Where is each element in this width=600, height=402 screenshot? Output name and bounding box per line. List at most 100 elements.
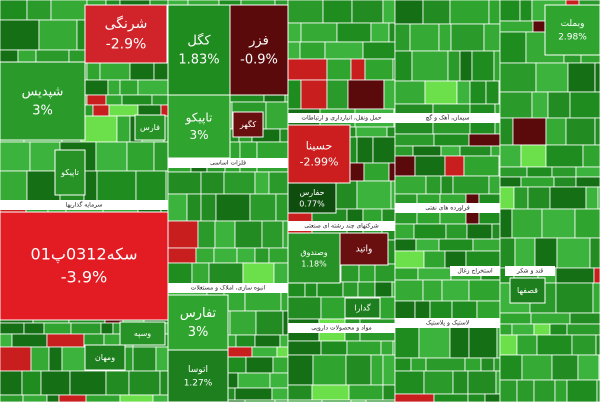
cell [0, 370, 23, 396]
cell [358, 263, 376, 283]
cell [287, 58, 328, 81]
cell [0, 141, 31, 172]
cell [167, 193, 188, 222]
cell [391, 281, 396, 298]
tile[interactable] [544, 4, 600, 56]
cell [466, 223, 493, 240]
cell [445, 223, 468, 240]
tile[interactable] [0, 211, 169, 321]
cell [545, 117, 567, 146]
cell [394, 0, 424, 25]
cell [275, 193, 289, 222]
cell [394, 175, 427, 195]
cell [167, 171, 202, 195]
sector-title: قند و شکر [516, 268, 543, 275]
cell [531, 91, 549, 119]
cell [516, 379, 535, 402]
cell [320, 340, 348, 356]
cell [255, 310, 284, 336]
tile[interactable] [119, 321, 166, 346]
cell [499, 20, 534, 33]
tile[interactable] [167, 4, 231, 96]
tile-name: تفارس [180, 306, 217, 321]
tile[interactable] [54, 149, 86, 196]
tile-change: -3.9% [61, 268, 107, 287]
cell [223, 171, 256, 195]
tile[interactable] [134, 114, 166, 141]
cell [362, 41, 396, 60]
cell [272, 356, 289, 374]
cell [342, 281, 359, 298]
cell [372, 136, 396, 164]
cell [549, 323, 568, 336]
cell [566, 379, 598, 402]
cell [23, 322, 45, 335]
cell [438, 23, 452, 52]
cell [195, 247, 215, 264]
cell [441, 279, 470, 302]
cell [121, 94, 153, 106]
cell [43, 322, 72, 335]
cell [356, 136, 374, 164]
cell [279, 128, 289, 143]
cell [520, 144, 547, 168]
tile[interactable] [344, 297, 381, 319]
cell [463, 155, 500, 177]
cell [100, 322, 114, 335]
tile[interactable] [287, 182, 337, 214]
tile[interactable] [509, 277, 546, 304]
cell [340, 263, 360, 283]
tile-name: وصندوق [300, 248, 327, 257]
tile[interactable] [232, 111, 264, 138]
cell [566, 323, 600, 336]
cell [555, 282, 594, 314]
cell [516, 334, 538, 356]
cell [96, 170, 137, 203]
tile[interactable] [167, 349, 229, 402]
cell [382, 384, 396, 401]
cell [254, 247, 270, 264]
tile-name: فزر [248, 33, 269, 48]
tile-change: -0.9% [240, 52, 278, 67]
cell [449, 326, 470, 359]
cell [0, 322, 25, 335]
tile-change: 1.27% [184, 378, 213, 388]
tile-name: وبملت [561, 19, 585, 29]
cell [485, 80, 500, 105]
cell [592, 282, 600, 314]
cell [322, 0, 353, 24]
cell [299, 41, 326, 60]
cell [394, 80, 426, 105]
cell [213, 247, 238, 264]
tile[interactable] [229, 4, 289, 96]
cell [596, 379, 600, 402]
tile[interactable] [84, 4, 168, 64]
cell [48, 346, 63, 372]
tile[interactable] [0, 61, 86, 141]
tile-name: فارس [140, 123, 160, 132]
cell [469, 80, 487, 105]
tile[interactable] [167, 294, 229, 351]
cell [535, 62, 569, 93]
tile[interactable] [339, 232, 389, 266]
cell [532, 20, 547, 33]
tile[interactable] [287, 124, 351, 184]
cell [565, 117, 596, 146]
cell [440, 175, 454, 195]
cell [551, 354, 579, 381]
cell [69, 370, 107, 396]
sector-header-bg [168, 283, 288, 293]
tile[interactable] [287, 232, 341, 284]
cell [0, 394, 24, 402]
cell [287, 281, 306, 298]
cell [415, 238, 440, 252]
cell [0, 0, 28, 21]
cell [499, 323, 513, 336]
cell [377, 296, 396, 320]
tile[interactable] [167, 94, 231, 159]
cell [499, 117, 514, 146]
tile[interactable] [84, 344, 126, 371]
cell [300, 22, 338, 43]
tile-name: کگهر [239, 119, 257, 129]
cell [254, 334, 281, 348]
